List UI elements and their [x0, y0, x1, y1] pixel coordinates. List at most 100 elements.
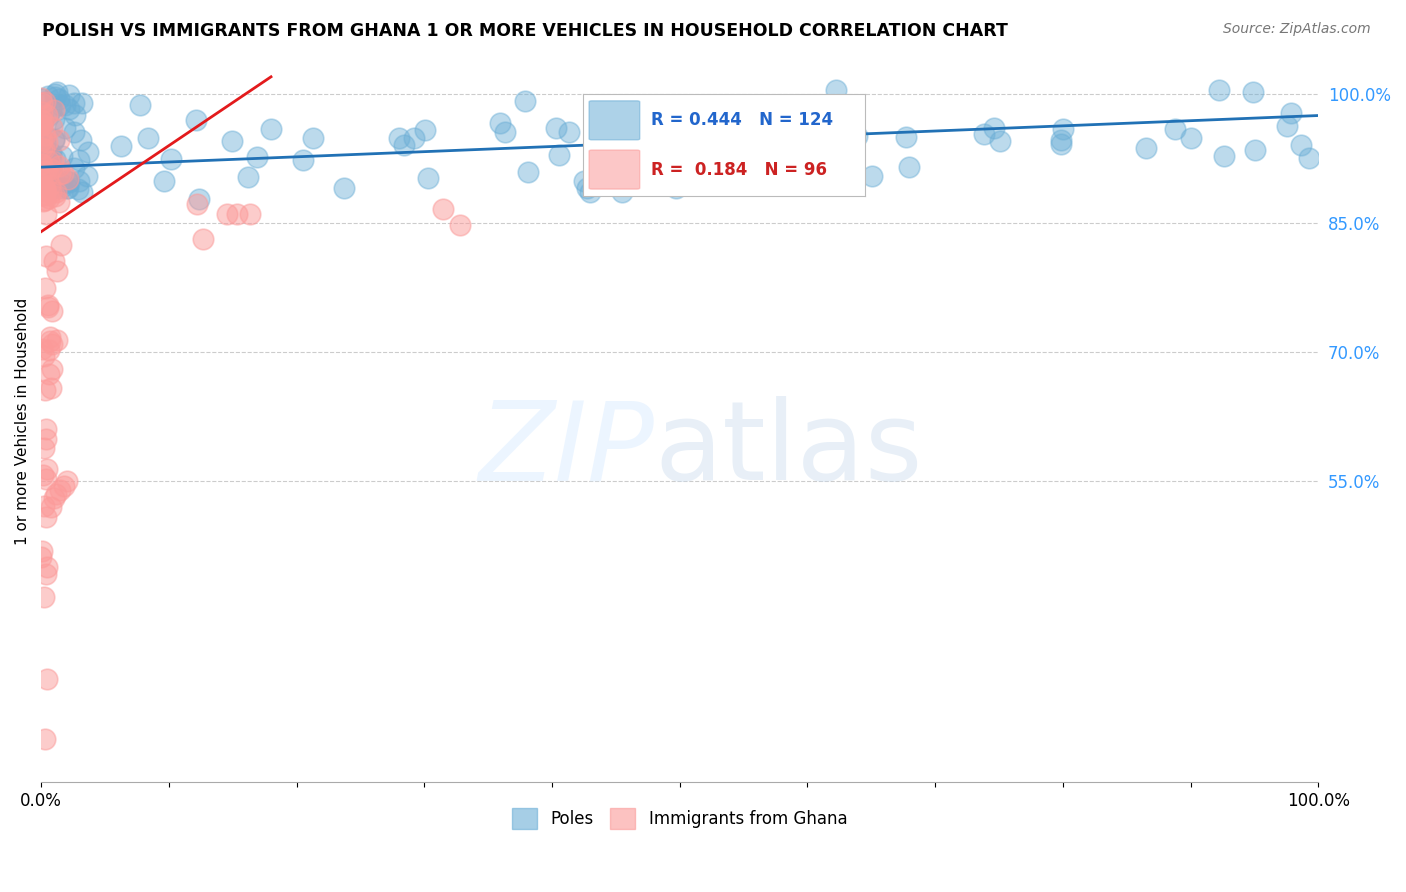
Point	[34, 180, 56, 194]
Point	[575, 180, 598, 194]
Point	[658, 148, 681, 162]
Point	[32, 590, 55, 604]
Point	[110, 138, 132, 153]
Point	[31, 112, 53, 127]
Point	[38, 191, 60, 205]
Point	[32, 468, 55, 483]
Point	[48, 133, 70, 147]
Point	[51, 238, 73, 252]
Point	[292, 153, 315, 167]
Point	[34, 441, 56, 455]
Point	[34, 187, 56, 202]
Point	[58, 102, 80, 116]
Point	[42, 103, 65, 117]
Point	[52, 166, 75, 180]
Point	[31, 104, 53, 119]
Point	[720, 148, 742, 162]
Point	[494, 125, 516, 139]
Point	[1298, 151, 1320, 165]
Point	[41, 500, 63, 514]
Point	[46, 86, 69, 100]
Point	[35, 462, 58, 476]
Point	[238, 170, 260, 185]
Point	[34, 135, 56, 149]
Point	[34, 193, 56, 207]
Point	[32, 349, 55, 363]
Point	[49, 97, 72, 112]
Point	[1050, 133, 1073, 147]
Point	[49, 483, 72, 497]
Point	[41, 362, 63, 376]
Point	[31, 179, 53, 194]
Point	[658, 159, 681, 173]
Point	[897, 160, 920, 174]
Point	[1135, 140, 1157, 154]
Point	[31, 543, 53, 558]
Point	[824, 83, 846, 97]
Text: atlas: atlas	[654, 396, 922, 503]
Point	[1050, 136, 1073, 151]
Point	[32, 499, 55, 513]
Point	[37, 672, 59, 686]
Point	[41, 164, 63, 178]
Point	[37, 89, 59, 103]
Point	[31, 184, 53, 198]
Point	[301, 131, 323, 145]
Point	[41, 120, 63, 134]
Point	[39, 186, 62, 200]
Point	[62, 96, 84, 111]
Point	[30, 549, 52, 564]
Point	[31, 118, 53, 132]
Point	[42, 112, 65, 127]
Point	[1180, 130, 1202, 145]
Point	[45, 333, 67, 347]
Point	[628, 177, 651, 191]
Point	[41, 304, 63, 318]
Point	[49, 181, 72, 195]
Point	[221, 135, 243, 149]
Point	[1213, 149, 1236, 163]
Point	[260, 122, 283, 136]
Point	[30, 156, 52, 170]
Point	[733, 156, 755, 170]
Point	[416, 170, 439, 185]
Point	[41, 337, 63, 351]
Point	[727, 126, 749, 140]
Point	[35, 207, 58, 221]
Text: ZIP: ZIP	[478, 396, 654, 503]
Point	[517, 165, 540, 179]
Point	[42, 491, 65, 506]
Point	[35, 566, 58, 581]
Point	[333, 181, 356, 195]
Point	[32, 142, 55, 156]
Point	[55, 121, 77, 136]
Point	[226, 207, 249, 221]
Point	[1291, 137, 1313, 152]
Point	[1208, 83, 1230, 97]
Point	[39, 103, 62, 117]
Point	[404, 131, 426, 145]
Point	[770, 160, 793, 174]
Point	[34, 280, 56, 294]
Point	[31, 169, 53, 184]
Point	[55, 474, 77, 488]
Text: Source: ZipAtlas.com: Source: ZipAtlas.com	[1223, 22, 1371, 37]
Point	[44, 133, 66, 147]
Point	[45, 185, 67, 199]
Text: POLISH VS IMMIGRANTS FROM GHANA 1 OR MORE VEHICLES IN HOUSEHOLD CORRELATION CHAR: POLISH VS IMMIGRANTS FROM GHANA 1 OR MOR…	[42, 22, 1008, 40]
Point	[39, 150, 62, 164]
Point	[896, 130, 918, 145]
FancyBboxPatch shape	[589, 101, 640, 140]
Point	[39, 145, 62, 160]
Point	[624, 172, 647, 186]
Point	[31, 342, 53, 356]
Point	[1241, 86, 1264, 100]
Point	[44, 90, 66, 104]
Point	[239, 207, 262, 221]
Point	[513, 94, 536, 108]
Point	[63, 125, 86, 139]
Point	[39, 178, 62, 193]
Point	[735, 157, 758, 171]
Point	[665, 180, 688, 194]
Point	[76, 169, 98, 184]
